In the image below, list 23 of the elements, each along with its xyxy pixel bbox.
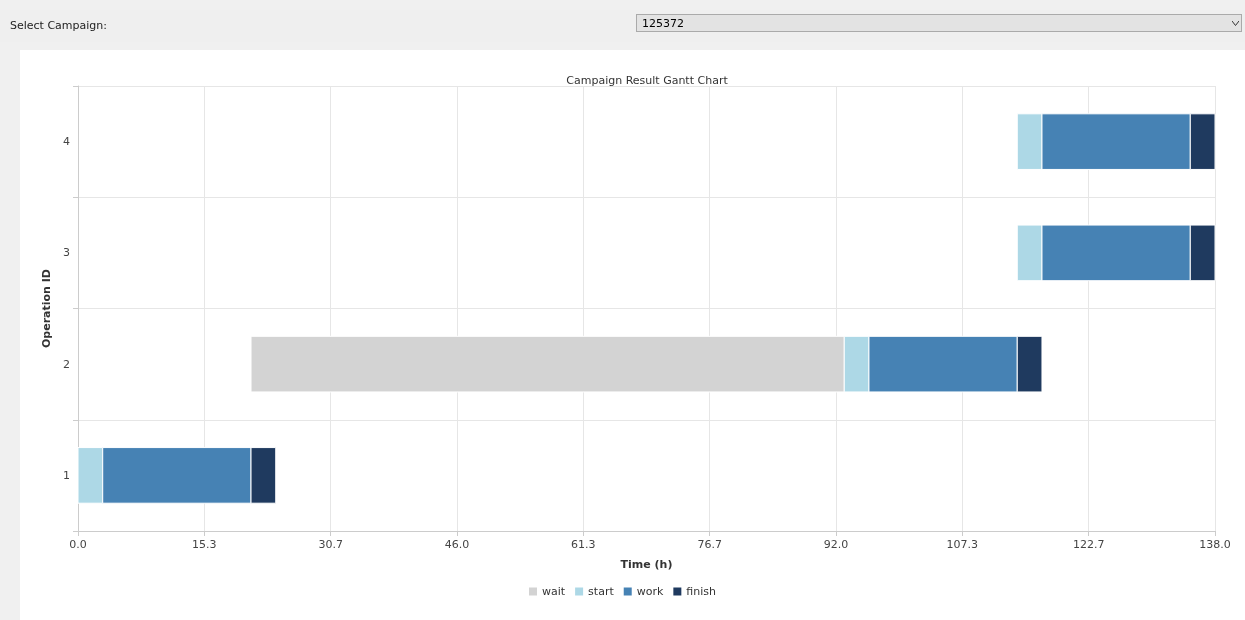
text: 125372 bbox=[636, 14, 1242, 32]
legend-label: work bbox=[636, 585, 664, 598]
x-tick-label: 61.3 bbox=[571, 538, 596, 551]
x-tick-label: 76.7 bbox=[697, 538, 722, 551]
x-axis-title: Time (h) bbox=[620, 558, 673, 571]
text: Select Campaign: bbox=[10, 19, 108, 32]
x-tick-label: 46.0 bbox=[444, 538, 470, 551]
y-tick-label: 2 bbox=[63, 357, 70, 371]
y-tick-label: 3 bbox=[63, 246, 70, 260]
y-axis-title: Operation ID bbox=[40, 268, 54, 349]
legend-label: wait bbox=[542, 585, 566, 598]
legend-label: finish bbox=[686, 585, 717, 598]
chart-title: Campaign Result Gantt Chart bbox=[566, 74, 729, 87]
y-tick-label: 1 bbox=[63, 468, 70, 482]
x-tick-label: 92.0 bbox=[823, 538, 849, 551]
x-tick-label: 0.0 bbox=[69, 538, 87, 551]
x-tick-label: 138.0 bbox=[1199, 538, 1231, 551]
x-tick-label: 122.7 bbox=[1072, 538, 1105, 551]
x-tick-label: 30.7 bbox=[318, 538, 343, 551]
legend-label: start bbox=[588, 585, 615, 598]
x-tick-label: 107.3 bbox=[946, 538, 979, 551]
y-tick-label: 4 bbox=[63, 135, 70, 149]
x-tick-label: 15.3 bbox=[192, 538, 217, 551]
